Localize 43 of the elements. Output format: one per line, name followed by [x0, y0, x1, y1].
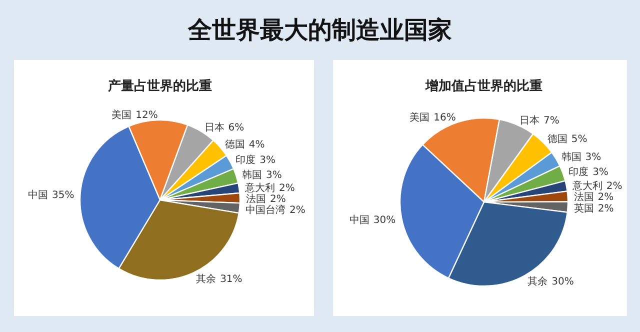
data-label: 16% [434, 112, 456, 124]
slice-label: 德国 [547, 134, 568, 146]
slice-label: 韩国 [242, 168, 262, 181]
chart-title: 增加值占世界的比重 [424, 78, 542, 94]
slice-label: 日本 [519, 114, 540, 126]
data-label: 5% [571, 134, 588, 146]
data-label: 3% [260, 155, 276, 166]
data-label: 30% [373, 215, 396, 226]
slice-label: 德国 [224, 140, 245, 151]
slice-label: 法国 [574, 191, 594, 204]
data-label: 2% [598, 192, 614, 204]
data-label: 12% [136, 110, 158, 122]
data-label: 31% [220, 274, 242, 286]
data-label: 35% [52, 190, 74, 201]
slice-label: 韩国 [561, 150, 582, 163]
slice-label: 意大利 [571, 180, 602, 192]
data-label: 3% [585, 152, 602, 163]
slice-label: 印度 [236, 154, 256, 166]
slice-label: 其余 [528, 276, 548, 288]
data-label: 2% [279, 183, 295, 194]
text: 全世界最大的制造业国家 [187, 16, 452, 44]
data-label: 2% [270, 194, 286, 206]
data-label: 2% [598, 203, 614, 214]
data-label: 7% [543, 115, 560, 126]
data-label: 3% [592, 167, 608, 178]
slice-label: 意大利 [244, 182, 276, 194]
slice-label: 其余 [196, 273, 216, 286]
slice-label: 法国 [246, 193, 266, 206]
slice-label: 印度 [568, 166, 589, 178]
slice-label: 日本 [204, 121, 224, 134]
data-label: 2% [606, 180, 622, 192]
slice-label: 美国 [410, 112, 430, 124]
data-label: 6% [228, 122, 244, 134]
data-label: 30% [552, 276, 574, 288]
slice-label: 中国 [349, 214, 370, 226]
chart-title: 产量占世界的比重 [107, 78, 212, 94]
slice-label: 中国 [28, 189, 48, 201]
data-label: 4% [248, 140, 265, 151]
slice-label: 中国台湾 [246, 204, 286, 216]
data-label: 2% [290, 205, 306, 216]
slice-label: 英国 [574, 202, 594, 214]
slice-label: 美国 [112, 109, 132, 122]
data-label: 3% [266, 170, 282, 181]
